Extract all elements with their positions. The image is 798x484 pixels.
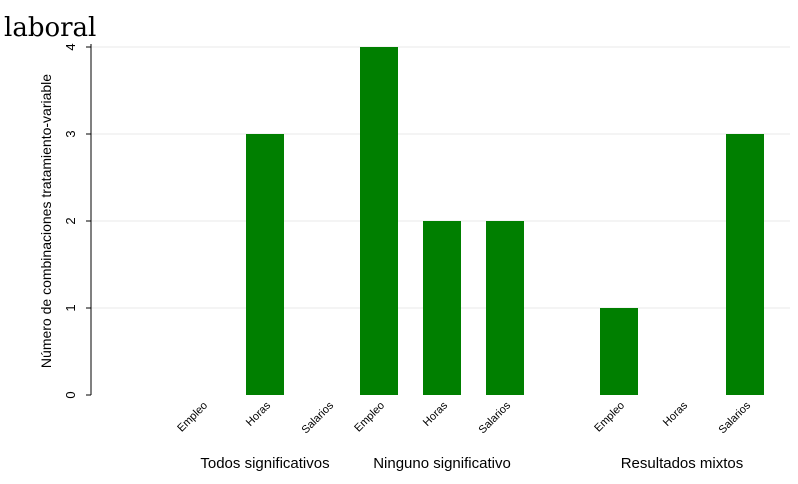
y-tick-label: 3 bbox=[63, 130, 78, 137]
x-tick-label: Empleo bbox=[175, 400, 210, 435]
x-tick-label: Salarios bbox=[477, 399, 514, 436]
bar bbox=[600, 308, 638, 395]
group-label: Todos significativos bbox=[200, 455, 329, 472]
bar bbox=[360, 47, 398, 395]
bar bbox=[486, 221, 524, 395]
bar bbox=[423, 221, 461, 395]
x-tick-label: Salarios bbox=[300, 399, 337, 436]
y-axis-label: Número de combinaciones tratamiento-vari… bbox=[38, 74, 54, 368]
bar bbox=[246, 134, 284, 395]
x-tick-label: Salarios bbox=[717, 399, 754, 436]
chart-title: laboral bbox=[4, 13, 96, 43]
y-tick-label: 4 bbox=[63, 43, 78, 50]
group-label: Ninguno significativo bbox=[373, 455, 511, 472]
axes bbox=[86, 44, 91, 395]
bar bbox=[726, 134, 764, 395]
y-tick-label: 1 bbox=[63, 304, 78, 311]
y-tick-label: 0 bbox=[63, 391, 78, 398]
x-tick-label: Empleo bbox=[352, 400, 387, 435]
x-tick-label: Empleo bbox=[592, 400, 627, 435]
x-tick-label: Horas bbox=[421, 399, 451, 429]
group-label: Resultados mixtos bbox=[621, 455, 744, 472]
x-tick-label: Horas bbox=[244, 399, 274, 429]
x-tick-label: Horas bbox=[661, 399, 691, 429]
y-tick-label: 2 bbox=[63, 217, 78, 224]
labels: 0 1 2 3 4 Empleo Horas Salarios Todos significat… bbox=[63, 43, 753, 472]
